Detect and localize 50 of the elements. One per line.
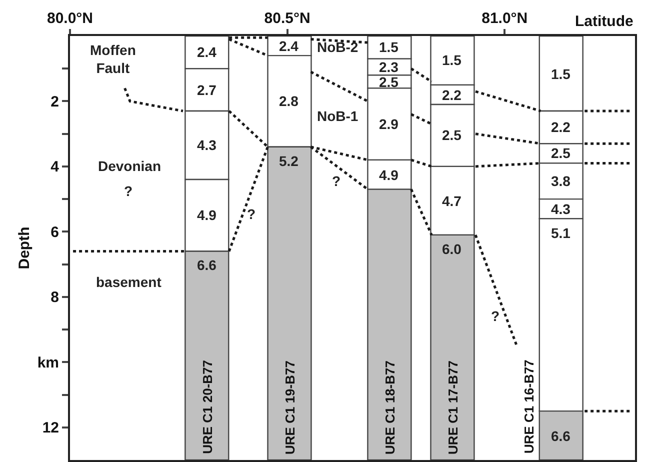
annotation: URE C1 16-B77	[522, 360, 537, 454]
annotation: ?	[332, 173, 341, 189]
annotation: ?	[124, 183, 133, 199]
annotation: 2.7	[197, 82, 217, 98]
x-axis-title: Latitude	[575, 13, 634, 30]
annotation: 2.5	[442, 127, 462, 143]
annotation: ?	[491, 308, 500, 324]
y-tick-label: 6	[50, 224, 59, 241]
annotation: 4.3	[197, 137, 217, 153]
annotation: 1.5	[551, 66, 571, 82]
x-tick-label: 80.5°N	[264, 10, 310, 27]
annotation: NoB-2	[317, 39, 358, 55]
annotation: 4.7	[442, 193, 462, 209]
annotation: URE C1 20-B77	[200, 360, 215, 454]
annotation: URE C1 18-B77	[382, 360, 398, 454]
annotation: 4.3	[551, 201, 571, 217]
annotation: 2.8	[279, 93, 299, 109]
annotation: 5.2	[279, 153, 299, 169]
annotation: 2.2	[551, 119, 571, 135]
y-tick-label: km	[37, 354, 59, 372]
annotation: 2.5	[551, 145, 571, 161]
annotation: 5.1	[551, 225, 571, 241]
annotation: basement	[96, 274, 162, 290]
annotation: 6.6	[551, 428, 571, 444]
annotation: 4.9	[379, 167, 399, 183]
annotation: 2.2	[442, 87, 462, 103]
annotation: Devonian	[98, 158, 162, 174]
annotation: 3.8	[551, 173, 571, 189]
x-tick-label: 81.0°N	[482, 10, 528, 27]
x-tick-label: 80.0°N	[46, 10, 94, 27]
y-tick-label: 4	[50, 158, 60, 176]
annotation: ?	[247, 206, 256, 222]
annotation: Moffen Fault	[90, 42, 136, 76]
annotation: NoB-1	[317, 108, 358, 124]
annotation: URE C1 19-B77	[282, 360, 298, 454]
annotation: 6.6	[197, 257, 217, 273]
y-axis-title: Depth	[16, 226, 34, 270]
annotation: 4.9	[197, 207, 217, 223]
annotation: URE C1 17-B77	[445, 360, 460, 454]
annotation: 2.9	[379, 116, 399, 132]
y-tick-label: 8	[50, 289, 59, 306]
annotation: 1.5	[379, 39, 399, 55]
annotation: 2.3	[379, 59, 399, 75]
annotation: 2.5	[379, 74, 399, 90]
y-tick-label: 12	[42, 420, 59, 437]
annotation: 2.4	[279, 38, 299, 54]
annotation: 6.0	[442, 241, 462, 257]
y-tick-label: 2	[50, 93, 59, 110]
annotation: 1.5	[442, 52, 462, 68]
annotation: 2.4	[197, 44, 217, 60]
